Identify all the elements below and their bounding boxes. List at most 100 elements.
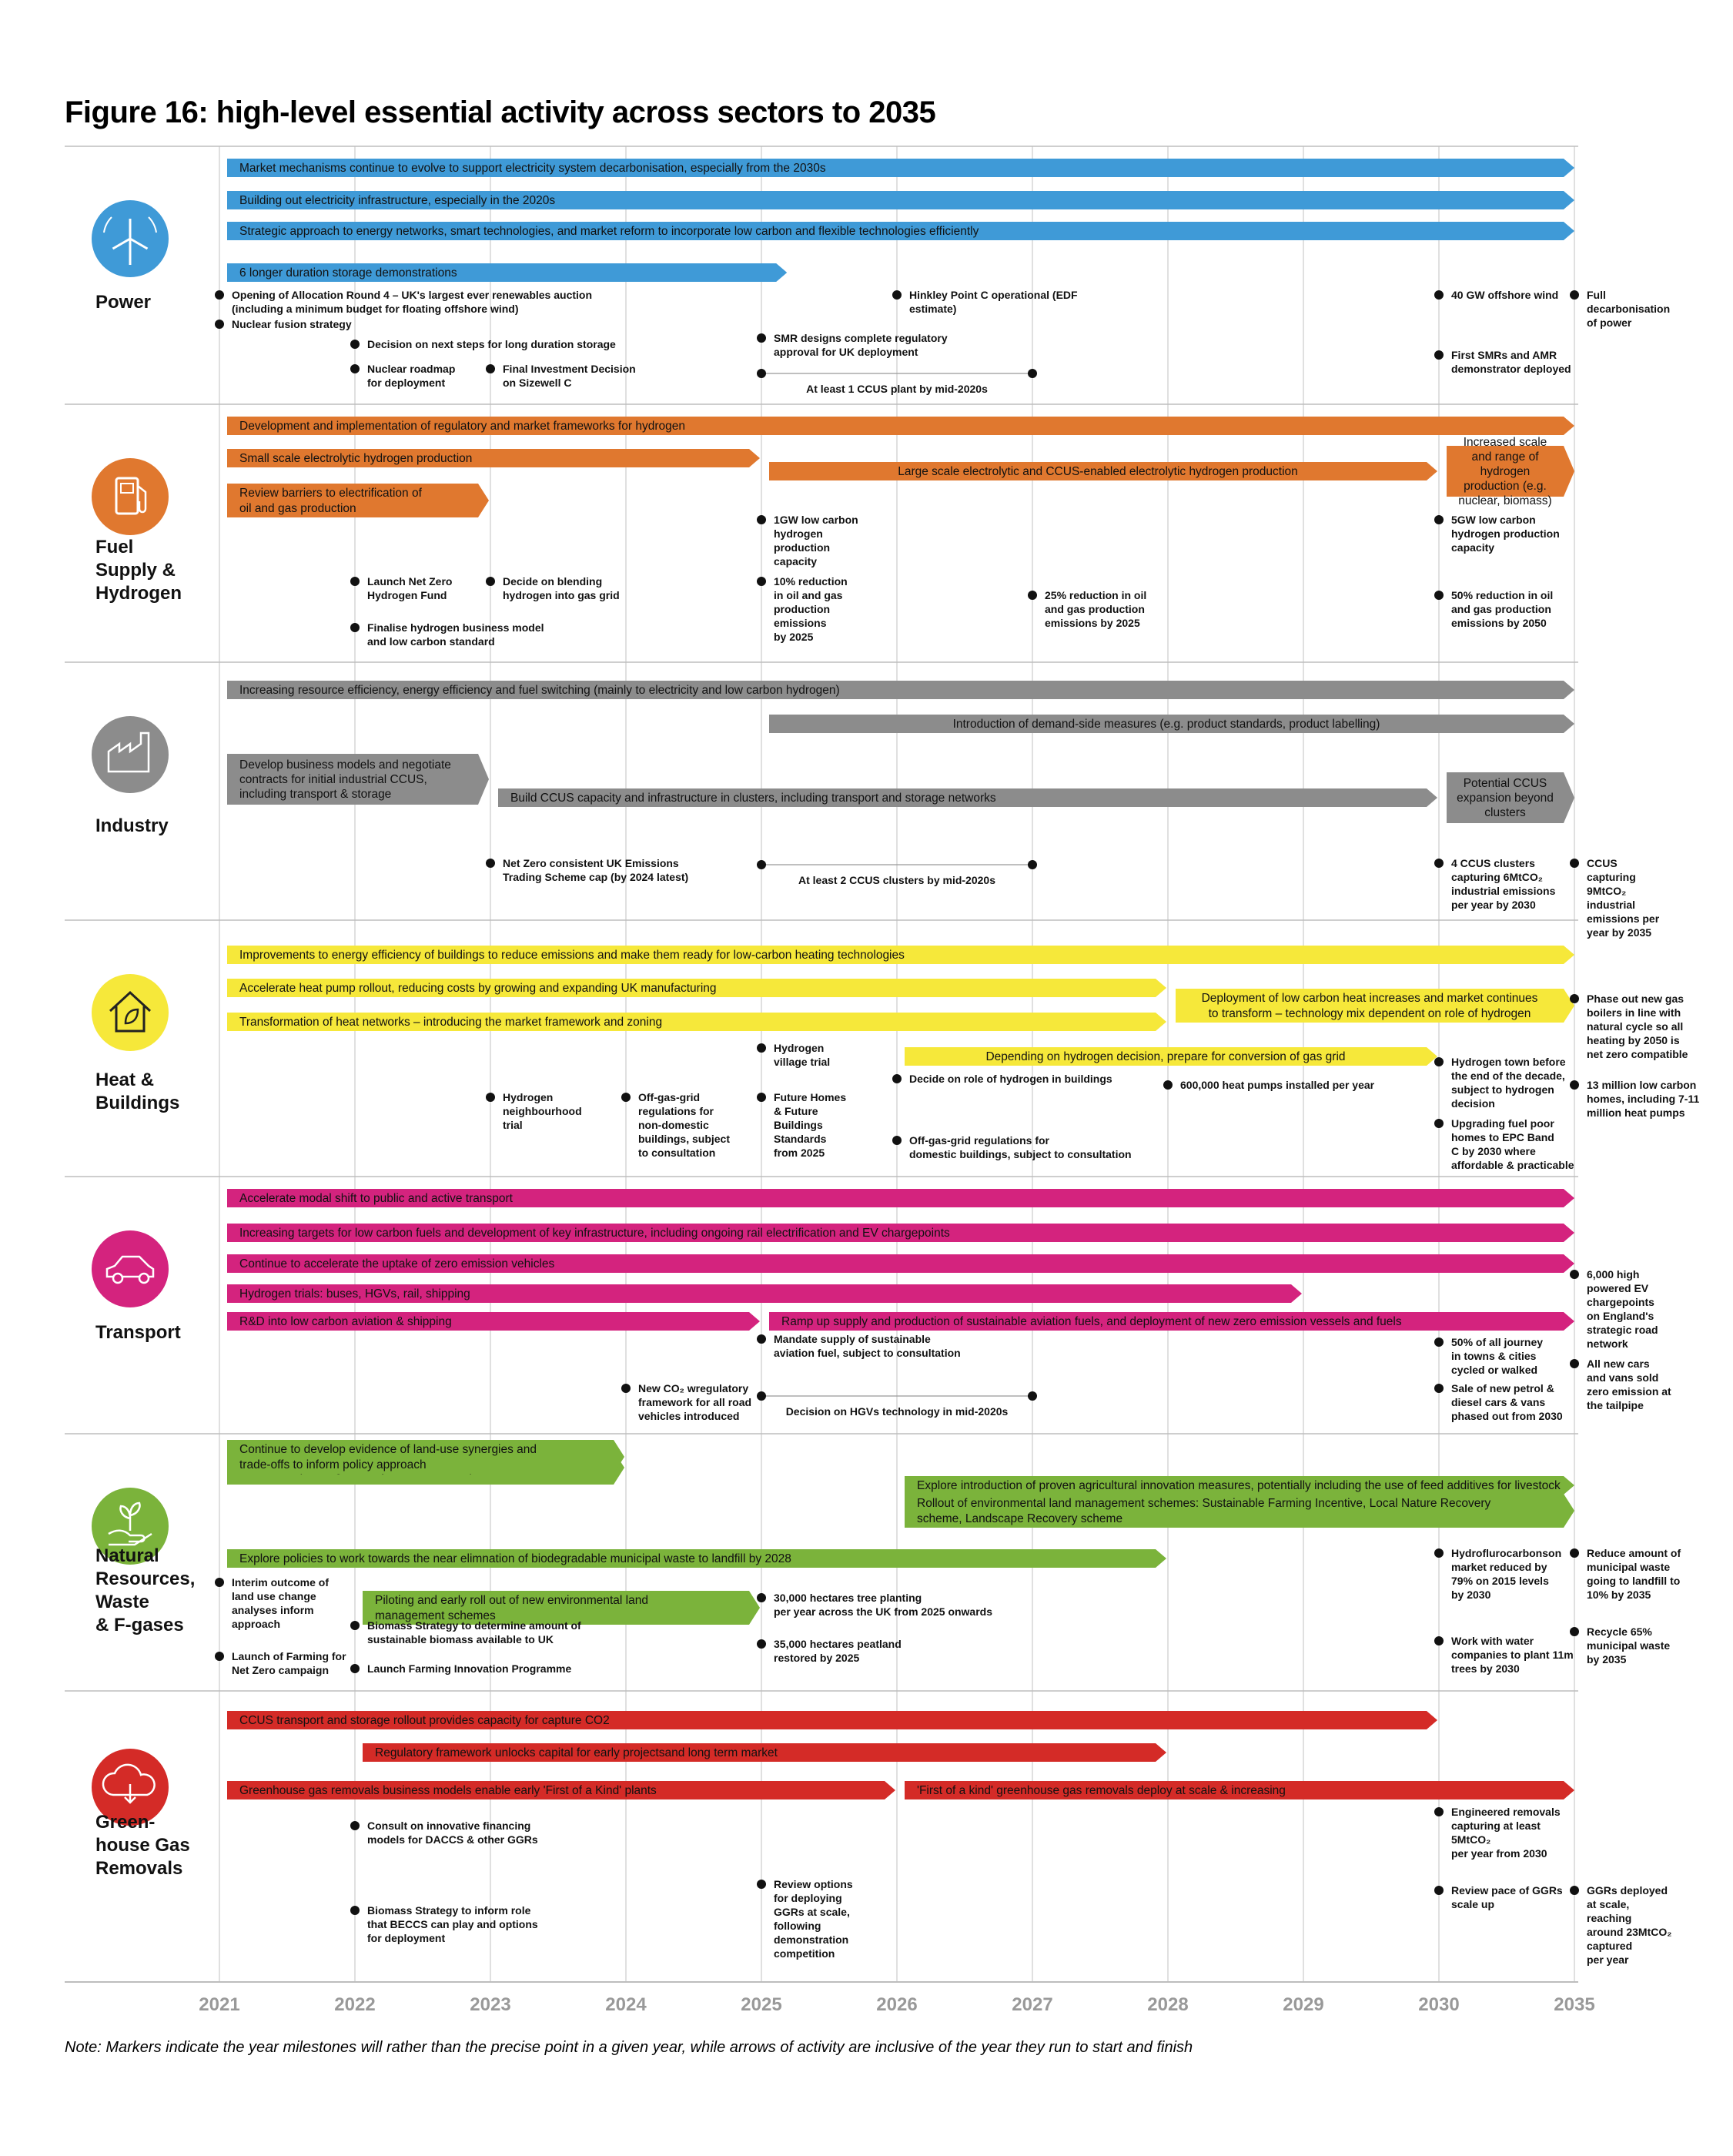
- milestone-text: Decision on next steps for long duration…: [367, 338, 616, 350]
- milestone-text: on England's: [1587, 1310, 1654, 1322]
- milestone: Launch of Farming for Net Zero campaign: [215, 1650, 346, 1676]
- activity-arrow: Explore policies to work towards the nea…: [227, 1549, 1166, 1568]
- range-text: At least 1 CCUS plant by mid-2020s: [806, 383, 988, 395]
- year-label: 2023: [470, 1994, 510, 2015]
- milestone-text: of power: [1587, 316, 1632, 329]
- milestone: Launch Farming Innovation Programme: [350, 1662, 571, 1675]
- milestone-text: scale up: [1451, 1898, 1494, 1910]
- milestone-text: framework for all road: [638, 1396, 751, 1408]
- milestone-text: homes to EPC Band: [1451, 1131, 1554, 1143]
- milestone-text: for deploying: [774, 1892, 842, 1904]
- arrow-label: Ramp up supply and production of sustain…: [781, 1315, 1402, 1328]
- milestone-text: trial: [503, 1119, 523, 1131]
- milestone-text: and gas production: [1451, 603, 1551, 615]
- milestone: First SMRs and AMR demonstrator deployed: [1434, 349, 1571, 375]
- arrow-label: Accelerate heat pump rollout, reducing c…: [239, 982, 717, 995]
- milestone-text: to consultation: [638, 1147, 715, 1159]
- milestone-text: Hydrogen: [774, 1042, 824, 1054]
- milestone-text: Opening of Allocation Round 4 – UK's lar…: [232, 289, 592, 301]
- milestone-text: natural cycle so all: [1587, 1020, 1683, 1033]
- milestone: Hydrogen town before the end of the decad…: [1434, 1056, 1566, 1110]
- milestone-text: at scale,: [1587, 1898, 1629, 1910]
- milestone-text: 25% reduction in oil: [1045, 589, 1146, 601]
- arrow-label: trade-offs to inform policy approach: [239, 1458, 427, 1471]
- milestone-text: 50% of all journey: [1451, 1336, 1543, 1348]
- milestone: SMR designs complete regulatory approval …: [757, 332, 948, 358]
- milestone-text: competition: [774, 1947, 835, 1960]
- milestone-text: zero emission at: [1587, 1385, 1671, 1398]
- activity-arrow: Greenhouse gas removals business models …: [227, 1781, 895, 1799]
- arrow-label: expansion beyond: [1457, 792, 1554, 805]
- milestone-text: industrial: [1587, 899, 1635, 911]
- milestone-text: Reduce amount of: [1587, 1547, 1681, 1559]
- milestone-text: GGRs deployed: [1587, 1884, 1668, 1897]
- arrow-label: CCUS transport and storage rollout provi…: [239, 1714, 610, 1727]
- arrow-label: Introduction of demand-side measures (e.…: [953, 718, 1380, 731]
- milestone-text: reaching: [1587, 1912, 1631, 1924]
- activity-arrow: Improvements to energy efficiency of bui…: [227, 946, 1574, 964]
- milestone-text: production: [774, 541, 830, 554]
- activity-arrow: Strategic approach to energy networks, s…: [227, 222, 1574, 240]
- activity-arrow: Accelerate modal shift to public and act…: [227, 1189, 1574, 1207]
- milestone-text: year by 2035: [1587, 926, 1651, 939]
- milestone-text: homes, including 7-11: [1587, 1093, 1699, 1105]
- arrow-label: Increased scale: [1464, 436, 1547, 449]
- activity-arrow: Hydrogen trials: buses, HGVs, rail, ship…: [227, 1284, 1302, 1303]
- milestone-text: net zero compatible: [1587, 1048, 1688, 1060]
- milestone-text: phased out from 2030: [1451, 1410, 1563, 1422]
- milestone-text: Nuclear roadmap: [367, 363, 455, 375]
- arrow-label: Piloting and early roll out of new envir…: [375, 1594, 648, 1607]
- car-icon: [92, 1230, 169, 1307]
- milestone-text: Nuclear fusion strategy: [232, 318, 352, 330]
- activity-arrow: Transformation of heat networks – introd…: [227, 1013, 1166, 1031]
- wind-turbine-icon: [92, 200, 169, 277]
- activity-arrow: Introduction of demand-side measures (e.…: [769, 715, 1574, 733]
- arrow-label: Rollout of environmental land management…: [917, 1497, 1490, 1510]
- milestone-text: per year by 2030: [1451, 899, 1536, 911]
- milestone-text: C by 2030 where: [1451, 1145, 1536, 1157]
- milestone-text: industrial emissions: [1451, 885, 1556, 897]
- year-label: 2035: [1554, 1994, 1594, 2015]
- milestone-text: Biomass Strategy to determine amount of: [367, 1619, 581, 1632]
- activity-arrow: Increasing resource efficiency, energy e…: [227, 681, 1574, 699]
- milestone-text: on Sizewell C: [503, 377, 571, 389]
- milestone-text: Hydrogen town before: [1451, 1056, 1566, 1068]
- milestone-text: demonstration: [774, 1933, 848, 1946]
- milestone-text: models for DACCS & other GGRs: [367, 1833, 538, 1846]
- milestone-text: powered EV: [1587, 1282, 1649, 1294]
- arrow-label: Regulatory framework unlocks capital for…: [375, 1746, 778, 1759]
- milestone-text: hydrogen into gas grid: [503, 589, 620, 601]
- milestone-text: chargepoints: [1587, 1296, 1654, 1308]
- sector-label: Fuel Supply & Hydrogen: [95, 537, 182, 604]
- year-label: 2022: [334, 1994, 375, 2015]
- fuel-pump-icon: [92, 458, 169, 535]
- year-label: 2027: [1012, 1994, 1052, 2015]
- milestone-text: restored by 2025: [774, 1652, 859, 1664]
- milestone-text: Hydrogen Fund: [367, 589, 447, 601]
- arrow-label: Increasing targets for low carbon fuels …: [239, 1227, 950, 1240]
- milestone-text: Off-gas-grid: [638, 1091, 700, 1103]
- milestone: Engineered removals capturing at least5Mt…: [1434, 1806, 1561, 1860]
- milestone: Decide on role of hydrogen in buildings: [892, 1073, 1112, 1085]
- milestone: Nuclear fusion strategy: [215, 318, 352, 330]
- milestone-text: emissions by 2025: [1045, 617, 1140, 629]
- activity-arrow: R&D into low carbon aviation & shipping: [227, 1312, 760, 1331]
- activity-arrow: Develop business models and negotiatecon…: [227, 754, 489, 805]
- milestone-text: approval for UK deployment: [774, 346, 918, 358]
- arrow-label: nuclear, biomass): [1458, 494, 1551, 507]
- milestone: Hydrogen neighbourhood trial: [486, 1091, 582, 1131]
- milestone: 4 CCUS clusters capturing 6MtCO₂ industria…: [1434, 857, 1556, 911]
- arrow-label: Building out electricity infrastructure,…: [239, 194, 555, 207]
- arrow-label: Transformation of heat networks – introd…: [239, 1016, 662, 1029]
- milestone-text: 35,000 hectares peatland: [774, 1638, 902, 1650]
- milestone-text: captured: [1587, 1940, 1632, 1952]
- milestone: 25% reduction in oil and gas production em…: [1028, 589, 1146, 629]
- milestone-text: Mandate supply of sustainable: [774, 1333, 931, 1345]
- milestone-text: and vans sold: [1587, 1371, 1658, 1384]
- milestone-text: Standards: [774, 1133, 827, 1145]
